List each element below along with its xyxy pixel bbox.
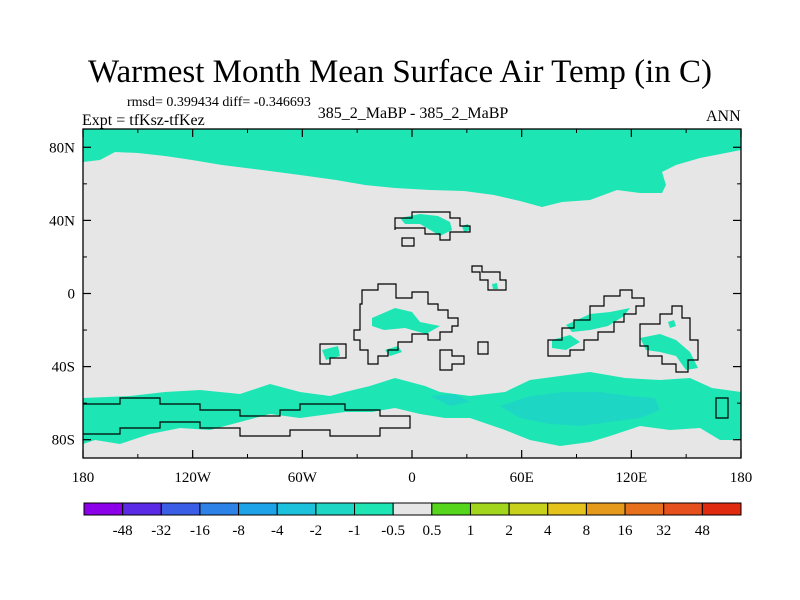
colorbar-box bbox=[239, 503, 278, 515]
colorbar-box bbox=[277, 503, 316, 515]
y-tick-label: 40N bbox=[49, 213, 75, 229]
y-tick-label: 80S bbox=[52, 433, 75, 449]
colorbar-label: 2 bbox=[505, 523, 513, 539]
x-tick-label: 180 bbox=[730, 470, 753, 486]
colorbar-box bbox=[123, 503, 162, 515]
colorbar-box bbox=[432, 503, 471, 515]
colorbar-box bbox=[161, 503, 200, 515]
colorbar-label: 48 bbox=[695, 523, 710, 539]
colorbar-box bbox=[316, 503, 355, 515]
colorbar-box bbox=[200, 503, 239, 515]
colorbar-label: -4 bbox=[271, 523, 284, 539]
colorbar-label: -2 bbox=[310, 523, 323, 539]
colorbar: -48 -32 -16 -8 -4 -2 -1 -0.5 0.5 1 2 4 8 16 32 48 bbox=[84, 503, 741, 539]
colorbar-label: 8 bbox=[583, 523, 591, 539]
x-tick-label: 60W bbox=[288, 470, 318, 486]
colorbar-box bbox=[548, 503, 587, 515]
colorbar-box bbox=[509, 503, 548, 515]
y-tick-label: 0 bbox=[68, 287, 76, 303]
colorbar-label: 16 bbox=[618, 523, 634, 539]
colorbar-label: -1 bbox=[348, 523, 361, 539]
y-tick-label: 40S bbox=[52, 360, 75, 376]
colorbar-label: 0.5 bbox=[422, 523, 441, 539]
map-figure: 180 120W 60W 0 60E 120E 180 80N40N040S80S -48-… bbox=[0, 0, 800, 600]
x-tick-label: 120W bbox=[174, 470, 212, 486]
colorbar-label: -32 bbox=[151, 523, 171, 539]
colorbar-label: 1 bbox=[467, 523, 475, 539]
x-tick-label: 180 bbox=[72, 470, 95, 486]
colorbar-label: -16 bbox=[190, 523, 210, 539]
colorbar-label: -48 bbox=[113, 523, 133, 539]
colorbar-label: -0.5 bbox=[381, 523, 405, 539]
x-tick-label: 120E bbox=[615, 470, 647, 486]
colorbar-box bbox=[702, 503, 741, 515]
cooling-spot-mideast bbox=[492, 283, 498, 289]
colorbar-label: -8 bbox=[232, 523, 245, 539]
x-tick-label: 60E bbox=[510, 470, 534, 486]
map-field bbox=[83, 129, 741, 458]
x-tick-label: 0 bbox=[408, 470, 416, 486]
y-tick-label: 80N bbox=[49, 140, 75, 156]
colorbar-box bbox=[470, 503, 509, 515]
colorbar-box bbox=[664, 503, 703, 515]
colorbar-box bbox=[355, 503, 394, 515]
colorbar-box bbox=[84, 503, 123, 515]
colorbar-box bbox=[393, 503, 432, 515]
colorbar-label: 4 bbox=[544, 523, 552, 539]
colorbar-box bbox=[586, 503, 625, 515]
colorbar-box bbox=[625, 503, 664, 515]
colorbar-label: 32 bbox=[656, 523, 671, 539]
